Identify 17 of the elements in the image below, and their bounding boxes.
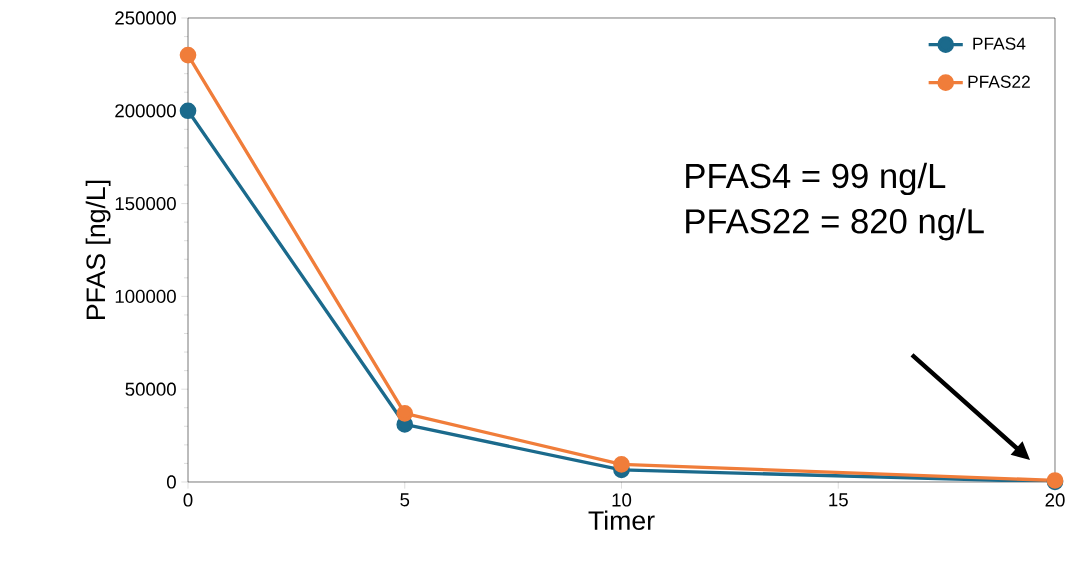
y-tick-label: 0 [166, 475, 176, 489]
annotation: PFAS22 = 820 ng/L [686, 208, 984, 241]
x-tick-label: 15 [829, 493, 848, 507]
y-tick-label: 250000 [115, 11, 176, 25]
x-tick-label: 10 [612, 493, 632, 507]
y-tick-label: 150000 [115, 196, 176, 211]
legend-label: PFAS22 [968, 75, 1030, 88]
y-tick-label: 50000 [125, 382, 176, 396]
x-tick-label: 0 [183, 493, 193, 507]
y-tick-label: 200000 [115, 104, 176, 118]
x-tick-label: 20 [1045, 493, 1065, 507]
x-axis-title: Timer [588, 510, 655, 530]
y-axis-title: PFAS [ng/L] [85, 180, 111, 319]
y-tick-label: 100000 [115, 289, 176, 303]
annotation: PFAS4 = 99 ng/L [686, 162, 946, 196]
x-tick-label: 5 [400, 493, 410, 507]
legend-label: PFAS4 [973, 37, 1026, 50]
